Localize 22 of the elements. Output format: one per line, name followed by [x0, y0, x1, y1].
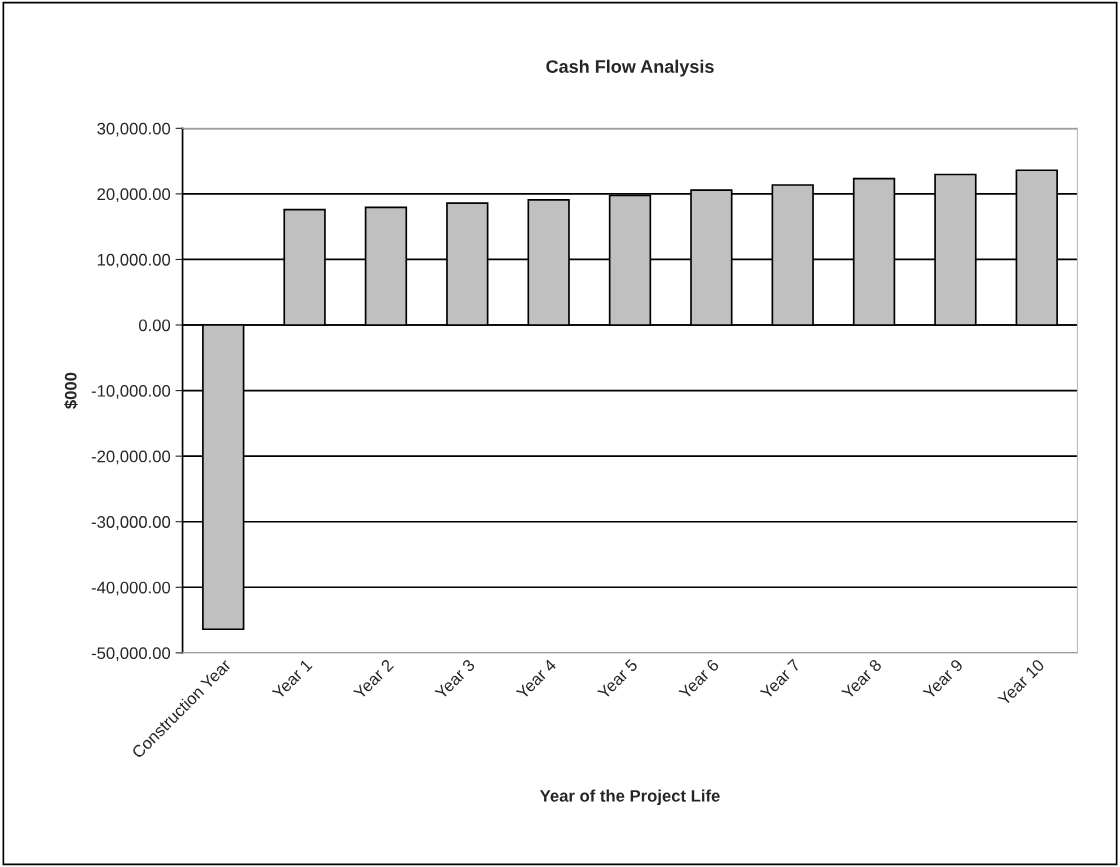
x-tick-label: Year 5 [597, 658, 639, 700]
y-tick-label: -30,000.00 [91, 516, 171, 530]
x-tick-label: Year 8 [840, 658, 883, 700]
x-tick-label: Year 3 [434, 658, 476, 700]
x-tick-label: Year 9 [922, 658, 964, 700]
x-tick-label: Year 10 [997, 658, 1045, 707]
x-tick-label: Year 4 [515, 658, 557, 700]
x-tick-label: Year 7 [759, 658, 801, 700]
x-tick-label: Year 1 [271, 658, 313, 700]
y-tick-label: 10,000.00 [97, 253, 171, 268]
x-tick-label: Year 6 [678, 658, 720, 700]
x-axis-title: Year of the Project Life [539, 789, 720, 806]
y-tick-label: -50,000.00 [91, 647, 171, 662]
y-tick-label: -10,000.00 [91, 384, 171, 399]
chart-title: Cash Flow Analysis [546, 59, 714, 77]
y-tick-label: 20,000.00 [97, 188, 171, 203]
y-tick-label: -20,000.00 [91, 450, 171, 465]
y-tick-label: -40,000.00 [91, 581, 171, 596]
y-tick-label: 30,000.00 [97, 122, 171, 137]
y-tick-label: 0.00 [138, 319, 171, 332]
y-axis-title: $000 [64, 372, 78, 409]
x-tick-label: Year 2 [352, 658, 395, 700]
